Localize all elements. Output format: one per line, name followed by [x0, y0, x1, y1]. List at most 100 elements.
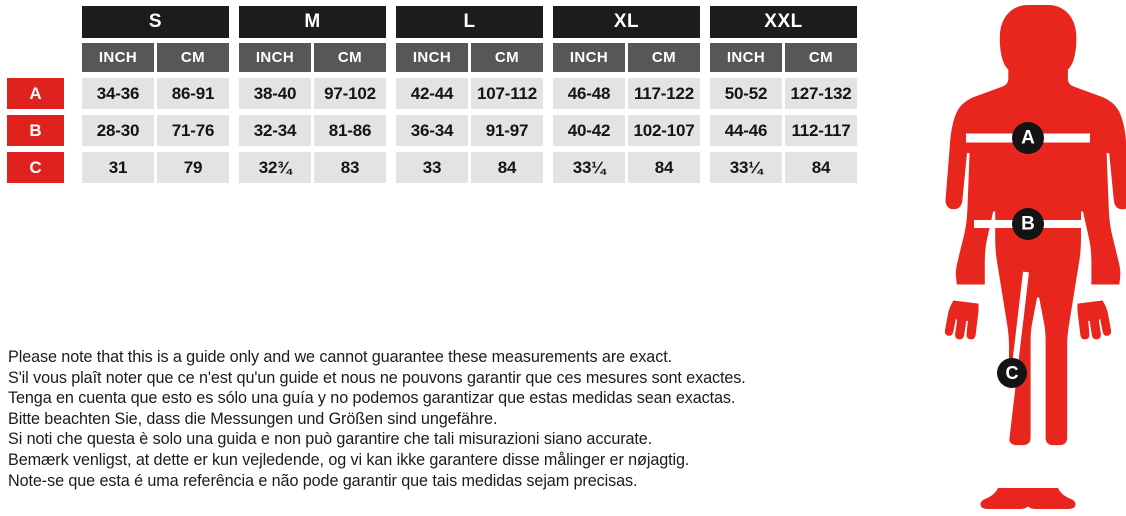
cell-a-xxl-inch: 50-52: [710, 78, 782, 109]
row-a-group-xxl: 50-52 127-132: [710, 78, 857, 109]
cell-b-l-inch: 36-34: [396, 115, 468, 146]
units-group-m: INCH CM: [239, 43, 386, 72]
cell-b-xl-cm: 102-107: [628, 115, 700, 146]
header-corner-spacer: [7, 6, 64, 38]
cell-b-xxl-inch: 44-46: [710, 115, 782, 146]
cell-c-xxl-inch: 33¼: [710, 152, 782, 183]
cell-c-l-cm: 84: [471, 152, 543, 183]
cell-c-s-cm: 79: [157, 152, 229, 183]
unit-header-xxl-inch: INCH: [710, 43, 782, 72]
disclaimer-line-pt: Note-se que esta é uma referência e não …: [8, 471, 638, 490]
marker-badge-b: B: [1012, 208, 1044, 240]
marker-label-c: C: [1006, 363, 1019, 383]
row-a-group-m: 38-40 97-102: [239, 78, 386, 109]
disclaimer-line-de: Bitte beachten Sie, dass die Messungen u…: [8, 409, 498, 428]
units-corner-spacer: [7, 43, 64, 72]
row-b-group-xxl: 44-46 112-117: [710, 115, 857, 146]
row-b-group-l: 36-34 91-97: [396, 115, 543, 146]
cell-c-xl-cm: 84: [628, 152, 700, 183]
size-header-m: M: [239, 6, 386, 38]
unit-header-s-cm: CM: [157, 43, 229, 72]
cell-a-s-cm: 86-91: [157, 78, 229, 109]
row-c-group-l: 33 84: [396, 152, 543, 183]
size-group-l: L: [396, 6, 543, 38]
cell-c-l-inch: 33: [396, 152, 468, 183]
size-header-xl: XL: [553, 6, 700, 38]
unit-header-m-inch: INCH: [239, 43, 311, 72]
size-group-xxl: XXL: [710, 6, 857, 38]
cell-b-s-cm: 71-76: [157, 115, 229, 146]
row-c-group-xl: 33¼ 84: [553, 152, 700, 183]
cell-b-m-inch: 32-34: [239, 115, 311, 146]
table-row: C 31 79 32¾ 83 33 84 33¼ 84 33¼ 84: [7, 152, 857, 183]
unit-header-xl-cm: CM: [628, 43, 700, 72]
cell-c-m-cm: 83: [314, 152, 386, 183]
disclaimer-line-en: Please note that this is a guide only an…: [8, 348, 673, 366]
unit-header-s-inch: INCH: [82, 43, 154, 72]
cell-a-m-cm: 97-102: [314, 78, 386, 109]
cell-a-xl-cm: 117-122: [628, 78, 700, 109]
row-label-badge-b: B: [7, 115, 64, 146]
size-header-xxl: XXL: [710, 6, 857, 38]
cell-a-l-inch: 42-44: [396, 78, 468, 109]
marker-badge-c: C: [997, 358, 1027, 388]
marker-badge-a: A: [1012, 122, 1044, 154]
table-row: B 28-30 71-76 32-34 81-86 36-34 91-97 40…: [7, 115, 857, 146]
cell-b-xl-inch: 40-42: [553, 115, 625, 146]
disclaimer-line-es: Tenga en cuenta que esto es sólo una guí…: [8, 389, 736, 408]
units-group-xl: INCH CM: [553, 43, 700, 72]
disclaimer-line-it: Si noti che questa è solo una guida e no…: [8, 430, 653, 449]
size-header-l: L: [396, 6, 543, 38]
marker-label-a: A: [1021, 128, 1035, 149]
cell-a-xl-inch: 46-48: [553, 78, 625, 109]
row-b-group-m: 32-34 81-86: [239, 115, 386, 146]
units-group-l: INCH CM: [396, 43, 543, 72]
row-label-b-wrap: B: [7, 115, 64, 146]
disclaimer-line-fr: S'il vous plaît noter que ce n'est qu'un…: [8, 368, 746, 387]
table-header-units-row: INCH CM INCH CM INCH CM INCH CM INCH CM: [7, 43, 857, 72]
cell-c-xxl-cm: 84: [785, 152, 857, 183]
row-label-c-wrap: C: [7, 152, 64, 183]
cell-c-s-inch: 31: [82, 152, 154, 183]
cell-a-s-inch: 34-36: [82, 78, 154, 109]
units-group-xxl: INCH CM: [710, 43, 857, 72]
row-label-a-wrap: A: [7, 78, 64, 109]
row-a-group-l: 42-44 107-112: [396, 78, 543, 109]
row-c-group-s: 31 79: [82, 152, 229, 183]
unit-header-l-inch: INCH: [396, 43, 468, 72]
table-header-sizes-row: S M L XL XXL: [7, 6, 857, 38]
row-b-group-xl: 40-42 102-107: [553, 115, 700, 146]
cell-b-m-cm: 81-86: [314, 115, 386, 146]
cell-b-l-cm: 91-97: [471, 115, 543, 146]
table-row: A 34-36 86-91 38-40 97-102 42-44 107-112…: [7, 78, 857, 109]
unit-header-xl-inch: INCH: [553, 43, 625, 72]
cell-a-m-inch: 38-40: [239, 78, 311, 109]
size-chart-table: S M L XL XXL INCH CM INCH CM INCH CM I: [7, 6, 857, 183]
cell-c-xl-inch: 33¼: [553, 152, 625, 183]
row-c-group-xxl: 33¼ 84: [710, 152, 857, 183]
units-group-s: INCH CM: [82, 43, 229, 72]
marker-label-b: B: [1021, 214, 1035, 235]
unit-header-m-cm: CM: [314, 43, 386, 72]
size-group-m: M: [239, 6, 386, 38]
disclaimer-block: Please note that this is a guide only an…: [8, 347, 888, 491]
cell-b-xxl-cm: 112-117: [785, 115, 857, 146]
row-label-badge-c: C: [7, 152, 64, 183]
size-header-s: S: [82, 6, 229, 38]
row-c-group-m: 32¾ 83: [239, 152, 386, 183]
unit-header-l-cm: CM: [471, 43, 543, 72]
disclaimer-line-da: Bemærk venligst, at dette er kun vejlede…: [8, 450, 690, 469]
cell-c-m-inch: 32¾: [239, 152, 311, 183]
size-group-s: S: [82, 6, 229, 38]
size-group-xl: XL: [553, 6, 700, 38]
body-measurement-figure: A B C: [930, 0, 1126, 516]
unit-header-xxl-cm: CM: [785, 43, 857, 72]
cell-a-l-cm: 107-112: [471, 78, 543, 109]
row-b-group-s: 28-30 71-76: [82, 115, 229, 146]
cell-b-s-inch: 28-30: [82, 115, 154, 146]
row-label-badge-a: A: [7, 78, 64, 109]
row-a-group-s: 34-36 86-91: [82, 78, 229, 109]
male-silhouette-icon: [944, 5, 1126, 509]
cell-a-xxl-cm: 127-132: [785, 78, 857, 109]
row-a-group-xl: 46-48 117-122: [553, 78, 700, 109]
